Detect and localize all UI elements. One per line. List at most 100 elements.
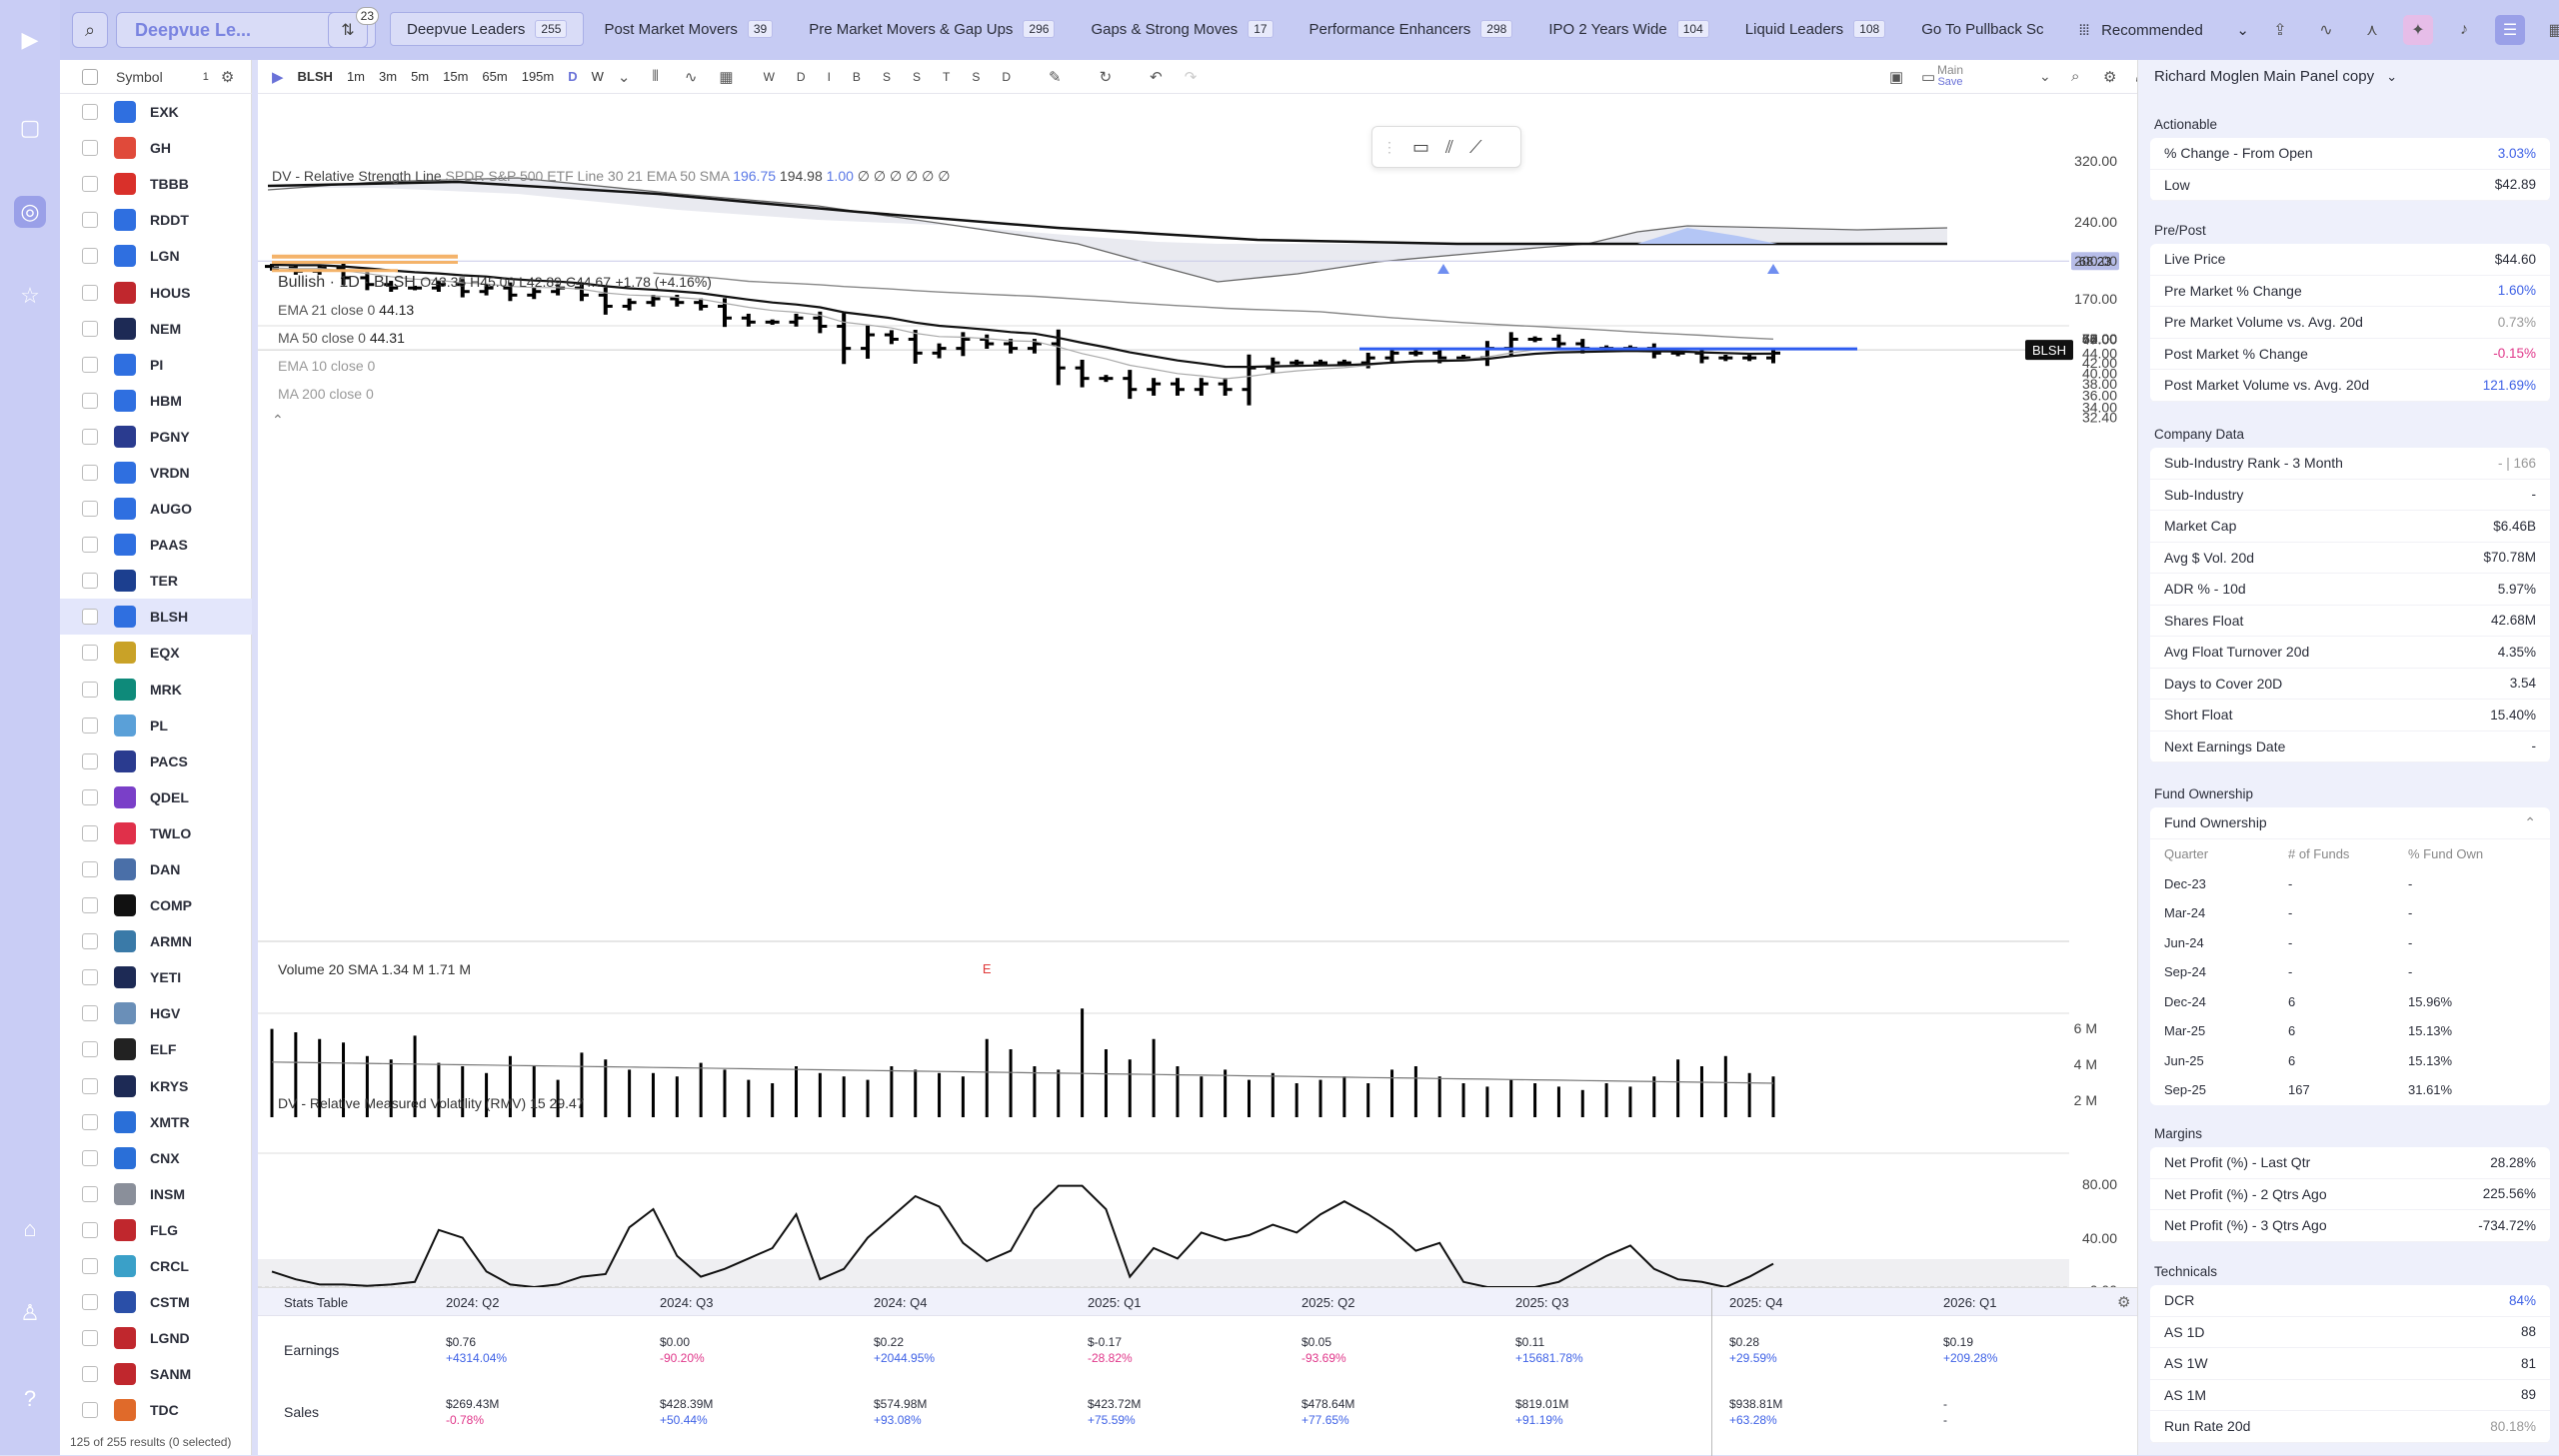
row-checkbox[interactable]	[82, 752, 98, 769]
row-checkbox[interactable]	[82, 212, 98, 229]
layout-grid-icon[interactable]: ▦	[719, 68, 734, 86]
metric-row[interactable]: Avg $ Vol. 20d $70.78M	[2150, 543, 2550, 574]
metric-row[interactable]: Short Float 15.40%	[2150, 700, 2550, 731]
watchlist-row[interactable]: PAAS	[60, 527, 252, 563]
row-checkbox[interactable]	[82, 1113, 98, 1130]
scan-tab[interactable]: Performance Enhancers 298	[1293, 12, 1529, 46]
timeframe-button[interactable]: 15m	[443, 69, 469, 84]
watchlist-row[interactable]: CSTM	[60, 1284, 252, 1320]
row-checkbox[interactable]	[82, 645, 98, 662]
watchlist-row[interactable]: CNX	[60, 1140, 252, 1176]
row-checkbox[interactable]	[82, 897, 98, 914]
pattern-button[interactable]: B	[852, 69, 861, 84]
watchlist-row[interactable]: SANM	[60, 1356, 252, 1392]
chart-symbol[interactable]: BLSH	[297, 69, 333, 84]
metric-row[interactable]: Post Market Volume vs. Avg. 20d 121.69%	[2150, 370, 2550, 402]
metric-row[interactable]: Shares Float 42.68M	[2150, 606, 2550, 637]
watchlist-row[interactable]: ARMN	[60, 923, 252, 959]
dashboard-icon[interactable]: ▢	[19, 115, 41, 140]
layout-selector[interactable]: Main Save	[1937, 64, 1963, 88]
comment-icon[interactable]: ▭	[1412, 136, 1430, 157]
row-checkbox[interactable]	[82, 1402, 98, 1419]
row-checkbox[interactable]	[82, 1366, 98, 1383]
pattern-button[interactable]: D	[1002, 69, 1011, 84]
panel-title-dropdown[interactable]: Richard Moglen Main Panel copy ⌄	[2154, 68, 2397, 85]
pattern-button[interactable]: I	[827, 69, 831, 84]
search-button[interactable]: ⌕	[72, 12, 108, 48]
timeframe-button[interactable]: 3m	[379, 69, 398, 84]
metric-row[interactable]: Net Profit (%) - 3 Qtrs Ago -734.72%	[2150, 1210, 2550, 1242]
row-checkbox[interactable]	[82, 681, 98, 698]
row-checkbox[interactable]	[82, 1185, 98, 1202]
education-icon[interactable]: ⌂	[23, 1216, 37, 1241]
watchlist-row[interactable]: XMTR	[60, 1104, 252, 1140]
row-checkbox[interactable]	[82, 1149, 98, 1166]
watchlist-row[interactable]: CRCL	[60, 1248, 252, 1284]
watchlist-row[interactable]: LGN	[60, 238, 252, 274]
metric-row[interactable]: DCR 84%	[2150, 1285, 2550, 1317]
layout-icon[interactable]: ▣	[1889, 69, 1904, 86]
pattern-button[interactable]: D	[796, 69, 806, 84]
metric-row[interactable]: Live Price $44.60	[2150, 244, 2550, 276]
metric-row[interactable]: Net Profit (%) - Last Qtr 28.28%	[2150, 1147, 2550, 1179]
user-icon[interactable]: ♙	[20, 1300, 40, 1325]
metric-row[interactable]: Pre Market % Change 1.60%	[2150, 276, 2550, 307]
share-icon[interactable]: ⇪	[2273, 22, 2287, 39]
row-checkbox[interactable]	[82, 1258, 98, 1275]
watchlist-row[interactable]: GH	[60, 130, 252, 166]
watchlist-row[interactable]: EXK	[60, 94, 252, 130]
row-checkbox[interactable]	[82, 428, 98, 445]
chevron-down-icon[interactable]: ⌄	[2039, 68, 2051, 84]
watchlist-row[interactable]: COMP	[60, 887, 252, 923]
sort-dropdown[interactable]: ⦙⦙⦙ Recommended ⌄	[2079, 21, 2249, 40]
grid-view-icon[interactable]: ▦	[2548, 22, 2559, 39]
scan-tab[interactable]: IPO 2 Years Wide 104	[1532, 12, 1724, 46]
timeframe-button[interactable]: W	[591, 69, 604, 84]
pattern-button[interactable]: W	[763, 69, 775, 84]
watchlist-row[interactable]: INSM	[60, 1176, 252, 1212]
metric-row[interactable]: AS 1D 88	[2150, 1317, 2550, 1348]
row-checkbox[interactable]	[82, 140, 98, 157]
watchlist-row[interactable]: PI	[60, 347, 252, 383]
row-checkbox[interactable]	[82, 1330, 98, 1347]
metric-row[interactable]: Low $42.89	[2150, 170, 2550, 201]
gear-icon[interactable]: ⚙	[220, 68, 235, 86]
row-checkbox[interactable]	[82, 356, 98, 373]
star-icon[interactable]: ☆	[20, 283, 40, 308]
metric-row[interactable]: ADR % - 10d 5.97%	[2150, 574, 2550, 606]
parallel-lines-icon[interactable]: ⫽	[1445, 136, 1454, 157]
watchlist-row[interactable]: YETI	[60, 959, 252, 995]
watchlist-row[interactable]: QDEL	[60, 779, 252, 815]
filter-button[interactable]: ⇅ 23	[328, 7, 379, 48]
radar-icon[interactable]: ◎	[14, 196, 46, 228]
watchlist-row[interactable]: TER	[60, 563, 252, 599]
symbol-column-header[interactable]: Symbol	[116, 68, 163, 85]
watchlist-row[interactable]: KRYS	[60, 1068, 252, 1104]
trendline-icon[interactable]: ⟋	[1469, 136, 1482, 157]
timeframe-button[interactable]: 1m	[346, 69, 365, 84]
row-checkbox[interactable]	[82, 501, 98, 518]
bars-style-icon[interactable]: ⫴	[652, 68, 659, 85]
row-checkbox[interactable]	[82, 788, 98, 805]
play-logo-icon[interactable]: ▶	[21, 27, 39, 52]
row-checkbox[interactable]	[82, 933, 98, 950]
pattern-button[interactable]: S	[912, 69, 921, 84]
undo-icon[interactable]: ↶	[1150, 68, 1163, 86]
collapse-legend-icon[interactable]: ⌃	[272, 412, 284, 428]
row-checkbox[interactable]	[82, 609, 98, 626]
row-checkbox[interactable]	[82, 176, 98, 193]
watchlist-row[interactable]: MRK	[60, 672, 252, 708]
watchlist-row[interactable]: VRDN	[60, 455, 252, 491]
watchlist-row[interactable]: NEM	[60, 311, 252, 347]
row-checkbox[interactable]	[82, 392, 98, 409]
scan-tab[interactable]: Liquid Leaders 108	[1729, 12, 1901, 46]
watchlist-row[interactable]: RDDT	[60, 202, 252, 238]
bell-icon[interactable]: ♪	[2460, 21, 2468, 38]
scan-tab[interactable]: Go To Pullback Sc	[1905, 12, 2059, 46]
watchlist-row[interactable]: DAN	[60, 851, 252, 887]
row-checkbox[interactable]	[82, 969, 98, 986]
watchlist-row[interactable]: PACS	[60, 743, 252, 779]
watchlist-row[interactable]: PL	[60, 708, 252, 743]
pattern-button[interactable]: T	[942, 69, 951, 84]
